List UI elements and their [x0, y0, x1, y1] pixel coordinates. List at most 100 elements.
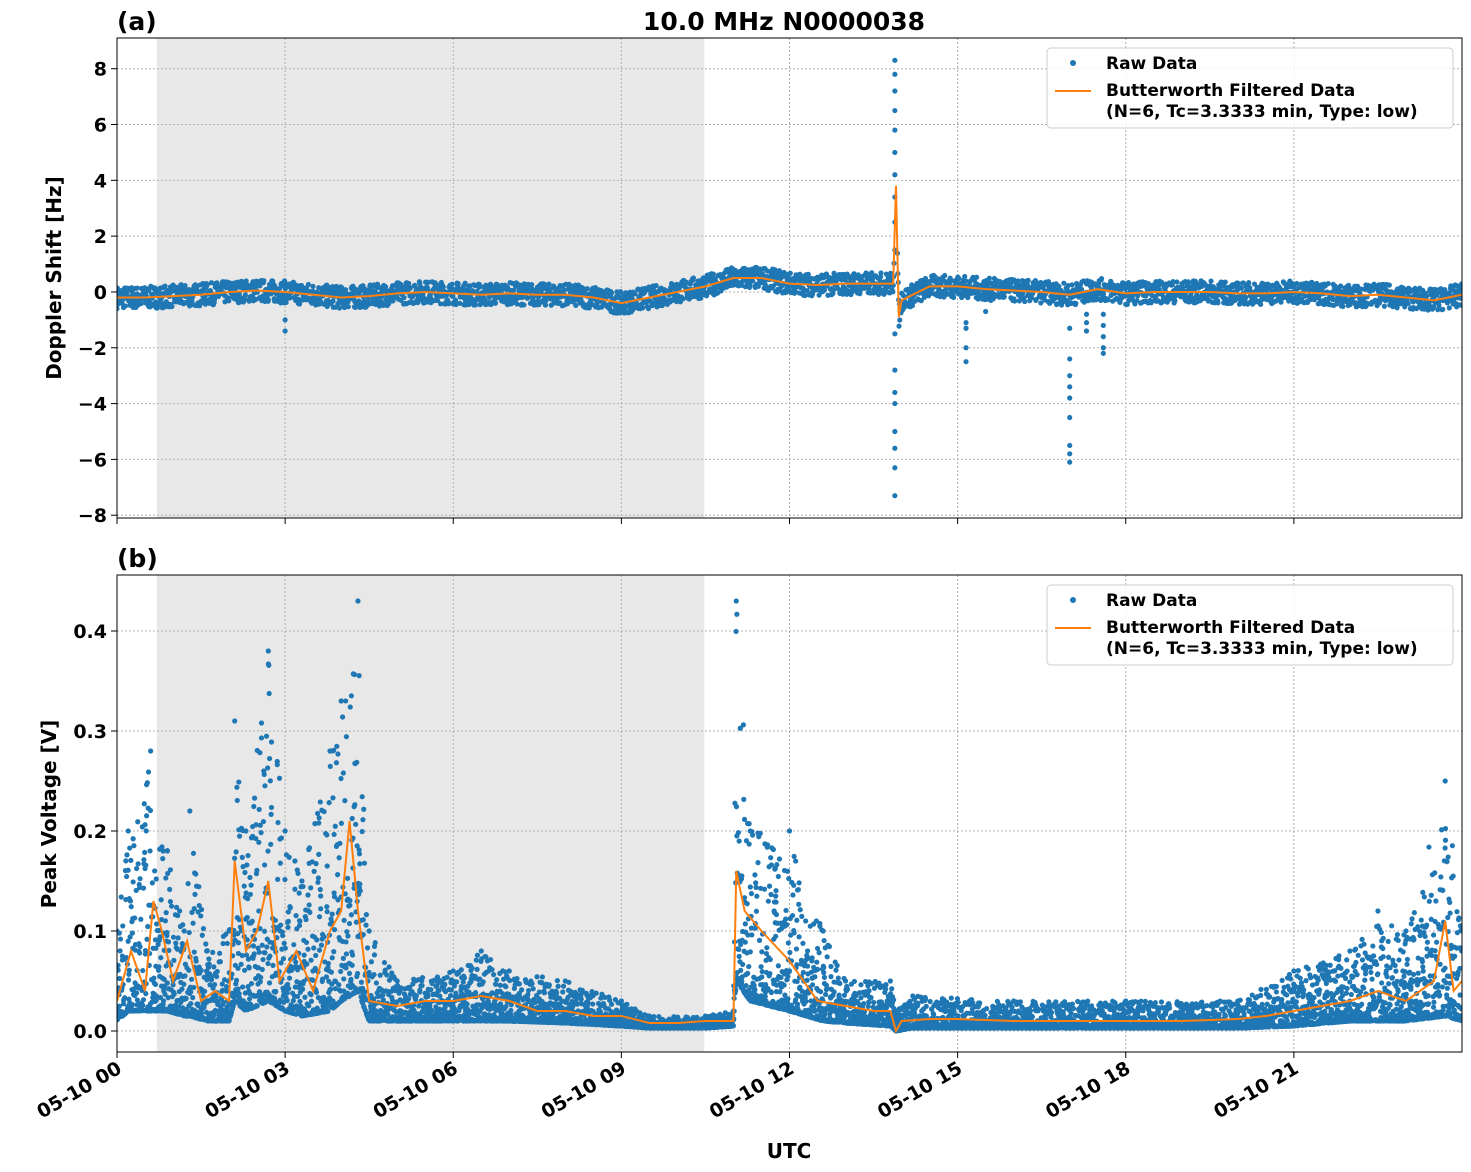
raw-point [243, 278, 249, 284]
raw-point [273, 988, 279, 995]
raw-point [224, 940, 230, 947]
raw-point [1240, 280, 1246, 286]
raw-point [303, 916, 309, 923]
raw-point [510, 287, 517, 293]
raw-point [278, 835, 285, 841]
raw-point [240, 984, 246, 990]
raw-point [280, 932, 286, 939]
raw-point [167, 867, 174, 873]
raw-point [521, 302, 527, 308]
raw-point [1061, 280, 1067, 286]
raw-point [1024, 281, 1030, 288]
raw-point [380, 302, 386, 309]
raw-point [975, 296, 981, 302]
raw-point [1148, 300, 1154, 306]
raw-point [449, 281, 455, 287]
raw-point [1238, 285, 1245, 291]
raw-point [262, 783, 268, 789]
raw-point [1336, 287, 1343, 293]
raw-point [318, 893, 324, 899]
raw-point [354, 970, 361, 977]
raw-point [171, 957, 177, 963]
raw-point [1174, 279, 1180, 285]
raw-point [349, 952, 356, 958]
raw-point [158, 955, 164, 961]
raw-point [280, 956, 286, 962]
raw-point [316, 851, 322, 857]
raw-point [198, 913, 204, 919]
y-tick-label: 8 [94, 59, 107, 81]
raw-point [653, 282, 659, 289]
raw-point [380, 997, 386, 1003]
raw-point [259, 966, 265, 973]
raw-outlier-point [1067, 451, 1073, 457]
raw-point [266, 662, 272, 668]
raw-point [167, 898, 174, 905]
raw-point [202, 988, 208, 994]
raw-point [254, 1003, 260, 1009]
raw-point [311, 945, 317, 951]
raw-point [1346, 285, 1353, 291]
raw-point [849, 288, 856, 295]
raw-point [163, 875, 169, 881]
raw-point [266, 980, 273, 986]
raw-point [117, 975, 123, 982]
raw-point [162, 283, 168, 289]
raw-point [117, 967, 121, 973]
raw-outlier-point [1083, 320, 1090, 326]
raw-point [190, 850, 197, 856]
raw-point [331, 949, 337, 955]
legend-raw-marker [1070, 60, 1076, 66]
raw-point [324, 863, 330, 869]
raw-point [238, 961, 244, 967]
raw-point [314, 937, 320, 943]
raw-point [261, 928, 268, 934]
raw-point [1100, 291, 1107, 297]
raw-point [291, 942, 297, 948]
raw-point [330, 298, 336, 304]
raw-point [245, 896, 251, 902]
raw-point [351, 671, 358, 678]
raw-point [292, 886, 298, 892]
raw-outlier-point [963, 320, 969, 326]
raw-point [175, 912, 181, 919]
raw-point [345, 933, 351, 939]
raw-point [1078, 286, 1085, 292]
raw-point [339, 714, 346, 720]
raw-point [281, 278, 288, 284]
raw-point [425, 279, 431, 285]
raw-point [290, 997, 296, 1004]
raw-point [130, 879, 136, 885]
raw-point [248, 980, 255, 987]
raw-point [120, 1001, 127, 1007]
raw-point [191, 949, 197, 955]
legend-box [1046, 47, 1454, 129]
raw-point [200, 925, 207, 932]
raw-point [285, 924, 291, 931]
raw-point [126, 967, 132, 973]
raw-point [256, 806, 262, 813]
raw-point [357, 861, 363, 867]
raw-point [1022, 298, 1028, 305]
raw-point [167, 886, 173, 893]
raw-point [134, 285, 140, 291]
raw-point [348, 912, 355, 918]
raw-point [342, 798, 348, 804]
raw-point [217, 950, 223, 956]
raw-outlier-point [1067, 325, 1073, 331]
raw-point [300, 883, 306, 890]
raw-point [401, 294, 407, 301]
raw-point [659, 302, 665, 309]
raw-point [117, 1003, 122, 1009]
raw-point [1425, 307, 1431, 313]
raw-point [198, 967, 204, 974]
raw-point [333, 760, 340, 766]
raw-point [188, 976, 195, 982]
raw-point [160, 998, 167, 1004]
raw-point [142, 849, 148, 856]
raw-point [561, 287, 567, 293]
raw-point [287, 295, 293, 301]
raw-point [318, 906, 324, 912]
raw-point [848, 276, 854, 282]
raw-point [371, 971, 377, 978]
